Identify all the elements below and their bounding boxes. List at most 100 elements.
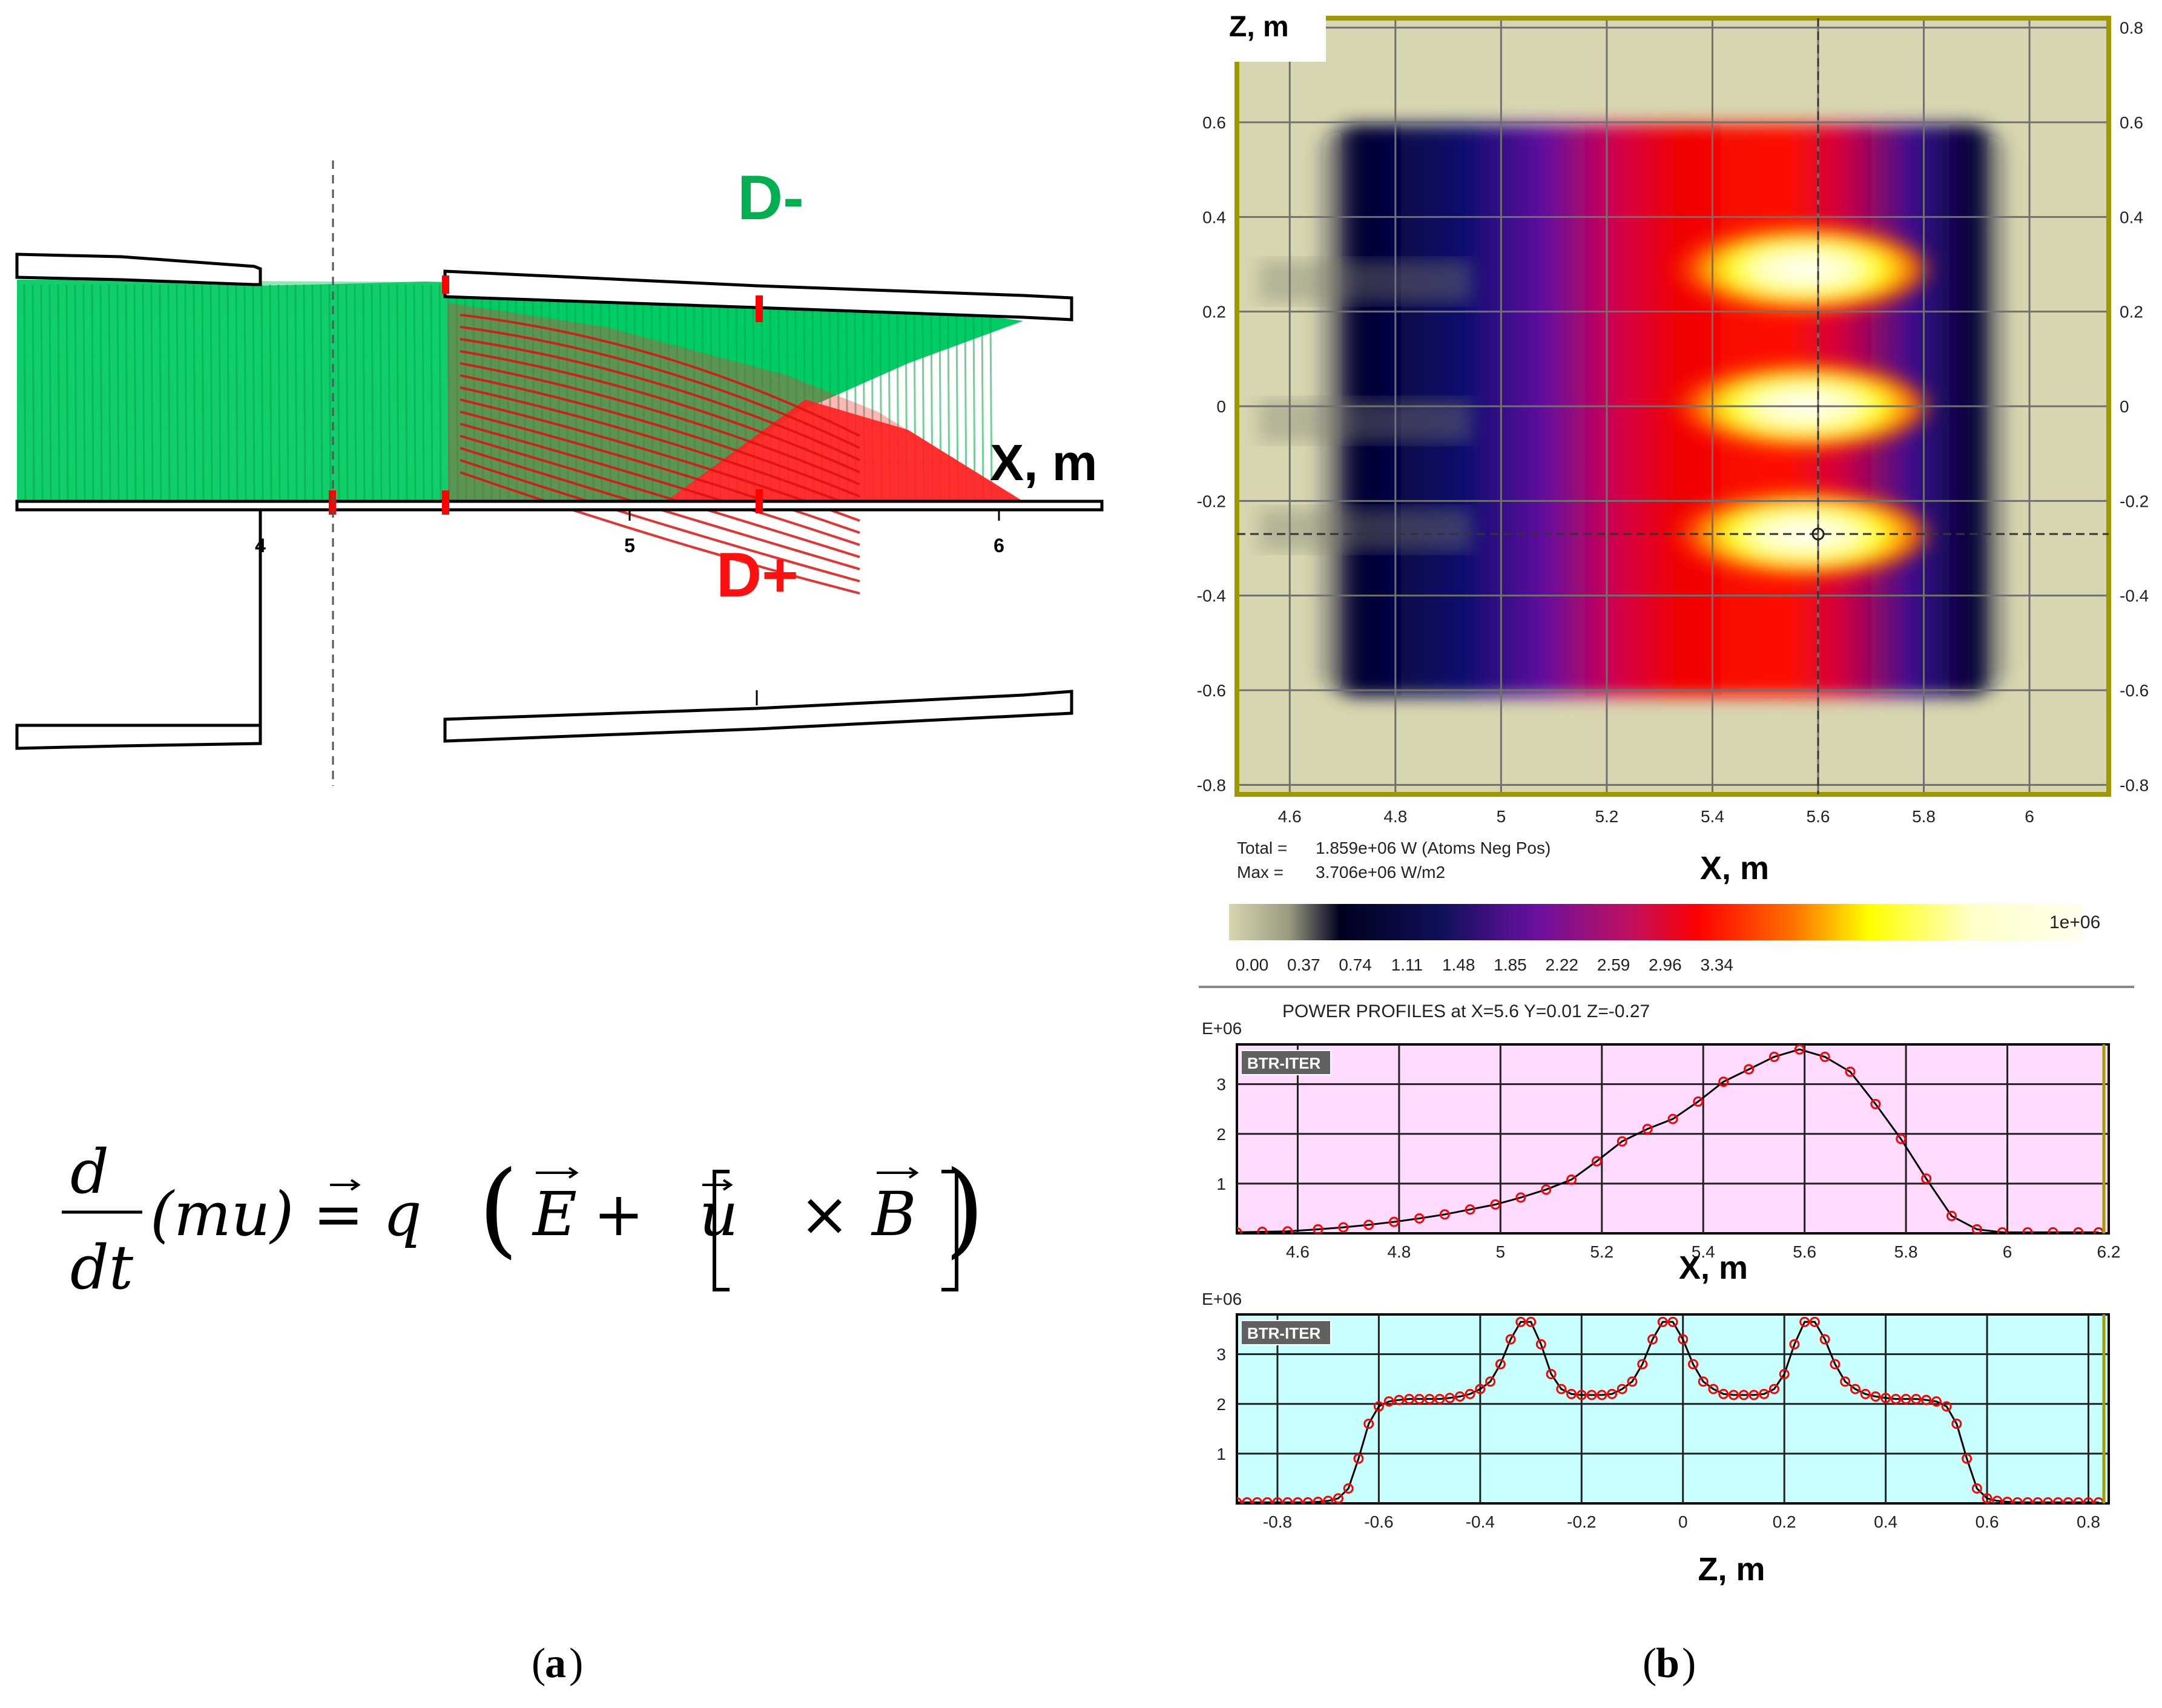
series-point — [1718, 1388, 1729, 1399]
green-streak — [48, 284, 52, 501]
channel-walls — [15, 252, 1104, 750]
series-point — [1389, 1216, 1400, 1227]
series-point — [1728, 1390, 1739, 1400]
series-point — [1768, 1052, 1779, 1063]
profile-z-scale: E+06 — [1202, 1290, 1242, 1308]
x-tick: 5 — [1496, 1242, 1506, 1261]
green-streak — [693, 299, 696, 501]
green-streak — [574, 292, 578, 501]
svg-text:b: b — [1656, 1640, 1679, 1687]
series-point — [1971, 1224, 1982, 1233]
red-streak — [460, 411, 860, 534]
series-point — [1257, 1227, 1268, 1233]
green-streak — [159, 284, 162, 501]
green-streak — [167, 284, 171, 501]
x-tick: 6 — [2003, 1242, 2012, 1261]
series-point — [1515, 1192, 1526, 1203]
profiles-title: POWER PROFILES at X=5.6 Y=0.01 Z=-0.27 — [1282, 1001, 1650, 1021]
svg-text:): ) — [1682, 1640, 1696, 1687]
heatmap-x-ticks: 4.6 4.8 5 5.2 5.4 5.6 5.8 6 — [1278, 807, 2034, 826]
series-point — [1541, 1184, 1552, 1195]
heatmap-x-tick: 5 — [1497, 807, 1506, 826]
green-streak — [625, 295, 628, 501]
green-streak — [387, 284, 391, 501]
colorbar-tick: 1.48 — [1442, 955, 1475, 974]
series-point — [1292, 1497, 1303, 1503]
colorbar-ticks: 0.00 0.37 0.74 1.11 1.48 1.85 2.22 2.59 2.96 3.34 — [1236, 955, 1733, 974]
green-streak — [498, 288, 501, 501]
series-point — [1890, 1394, 1901, 1405]
series-point — [1576, 1390, 1587, 1400]
series-point — [2063, 1497, 2074, 1503]
y-tick: 1 — [1216, 1175, 1226, 1193]
series-point — [1997, 1227, 2008, 1233]
series-point — [1445, 1393, 1455, 1403]
profile-z-series — [1237, 1316, 2104, 1503]
eq-paren-open: ( — [478, 1149, 518, 1269]
series-point — [1404, 1394, 1415, 1405]
red-streak — [460, 386, 860, 510]
eq-e: E — [532, 1179, 577, 1250]
series-point — [1302, 1497, 1313, 1503]
heatmap-y-tick-left: -0.8 — [1197, 776, 1226, 794]
colorbar-scale: 1e+06 — [2049, 912, 2100, 932]
crosshair-center[interactable] — [1811, 527, 1825, 541]
green-streak — [430, 284, 433, 501]
heatmap-y-tick-right: -0.4 — [2120, 587, 2149, 605]
series-point — [1313, 1497, 1323, 1503]
red-streak — [460, 423, 860, 546]
series-point — [1911, 1394, 1922, 1405]
series-point — [1794, 1044, 1805, 1055]
series-point — [1779, 1369, 1790, 1380]
series-point — [1591, 1156, 1602, 1167]
hot-spot — [1652, 220, 1931, 318]
series-point — [1338, 1222, 1349, 1233]
heatmap-y-tick-left: 0.4 — [1202, 208, 1226, 226]
eq-dt: dt — [70, 1232, 134, 1303]
colorbar-tick: 2.59 — [1597, 955, 1630, 974]
y-tick: 1 — [1216, 1445, 1226, 1463]
series-point — [1323, 1495, 1334, 1503]
heatmap-y-tick-right: 0.6 — [2120, 113, 2143, 132]
hot-spot — [1652, 486, 1931, 583]
series-point — [1951, 1419, 1962, 1429]
crosshair[interactable] — [1237, 18, 2109, 794]
profile-z-label: Z, m — [1698, 1551, 1765, 1588]
colorbar-tick: 0.00 — [1236, 955, 1269, 974]
series-point — [1454, 1391, 1465, 1402]
colorbar-tick: 0.74 — [1339, 955, 1372, 974]
svg-text:(: ( — [1643, 1640, 1656, 1687]
d-minus-beam — [17, 280, 1023, 501]
series-point — [1678, 1334, 1689, 1345]
series-point — [1535, 1339, 1546, 1350]
series-point — [1237, 1227, 1242, 1233]
series-point — [1394, 1394, 1405, 1405]
series-point — [1617, 1136, 1627, 1147]
series-point — [1526, 1316, 1537, 1327]
colorbar-tick: 0.37 — [1287, 955, 1320, 974]
heatmap-y-tick-right: -0.6 — [2120, 681, 2149, 700]
red-streak — [460, 435, 860, 558]
series-point — [1383, 1396, 1394, 1407]
series-point — [1962, 1453, 1972, 1464]
x-tick: -0.8 — [1263, 1512, 1292, 1531]
heatmap-y-tick-right: 0.8 — [2120, 19, 2143, 38]
heatmap-x-tick: 6 — [2025, 807, 2034, 826]
green-streak — [133, 284, 137, 501]
eq-u: u — [699, 1179, 738, 1250]
series-point — [1556, 1383, 1567, 1394]
y-tick: 3 — [1216, 1345, 1226, 1364]
x-tick: -0.6 — [1364, 1512, 1393, 1531]
red-streak — [460, 362, 860, 486]
green-streak — [303, 284, 306, 501]
colorbar-tick: 2.22 — [1546, 955, 1579, 974]
series-point — [1333, 1493, 1343, 1503]
green-streak — [379, 284, 383, 501]
eq-b: B — [871, 1179, 917, 1250]
heatmap-x-tick: 4.8 — [1383, 807, 1407, 826]
eq-paren-close: ) — [944, 1149, 984, 1269]
series-point — [1343, 1483, 1354, 1494]
heatmap-x-tick: 5.4 — [1701, 807, 1724, 826]
series-point — [1282, 1497, 1293, 1503]
